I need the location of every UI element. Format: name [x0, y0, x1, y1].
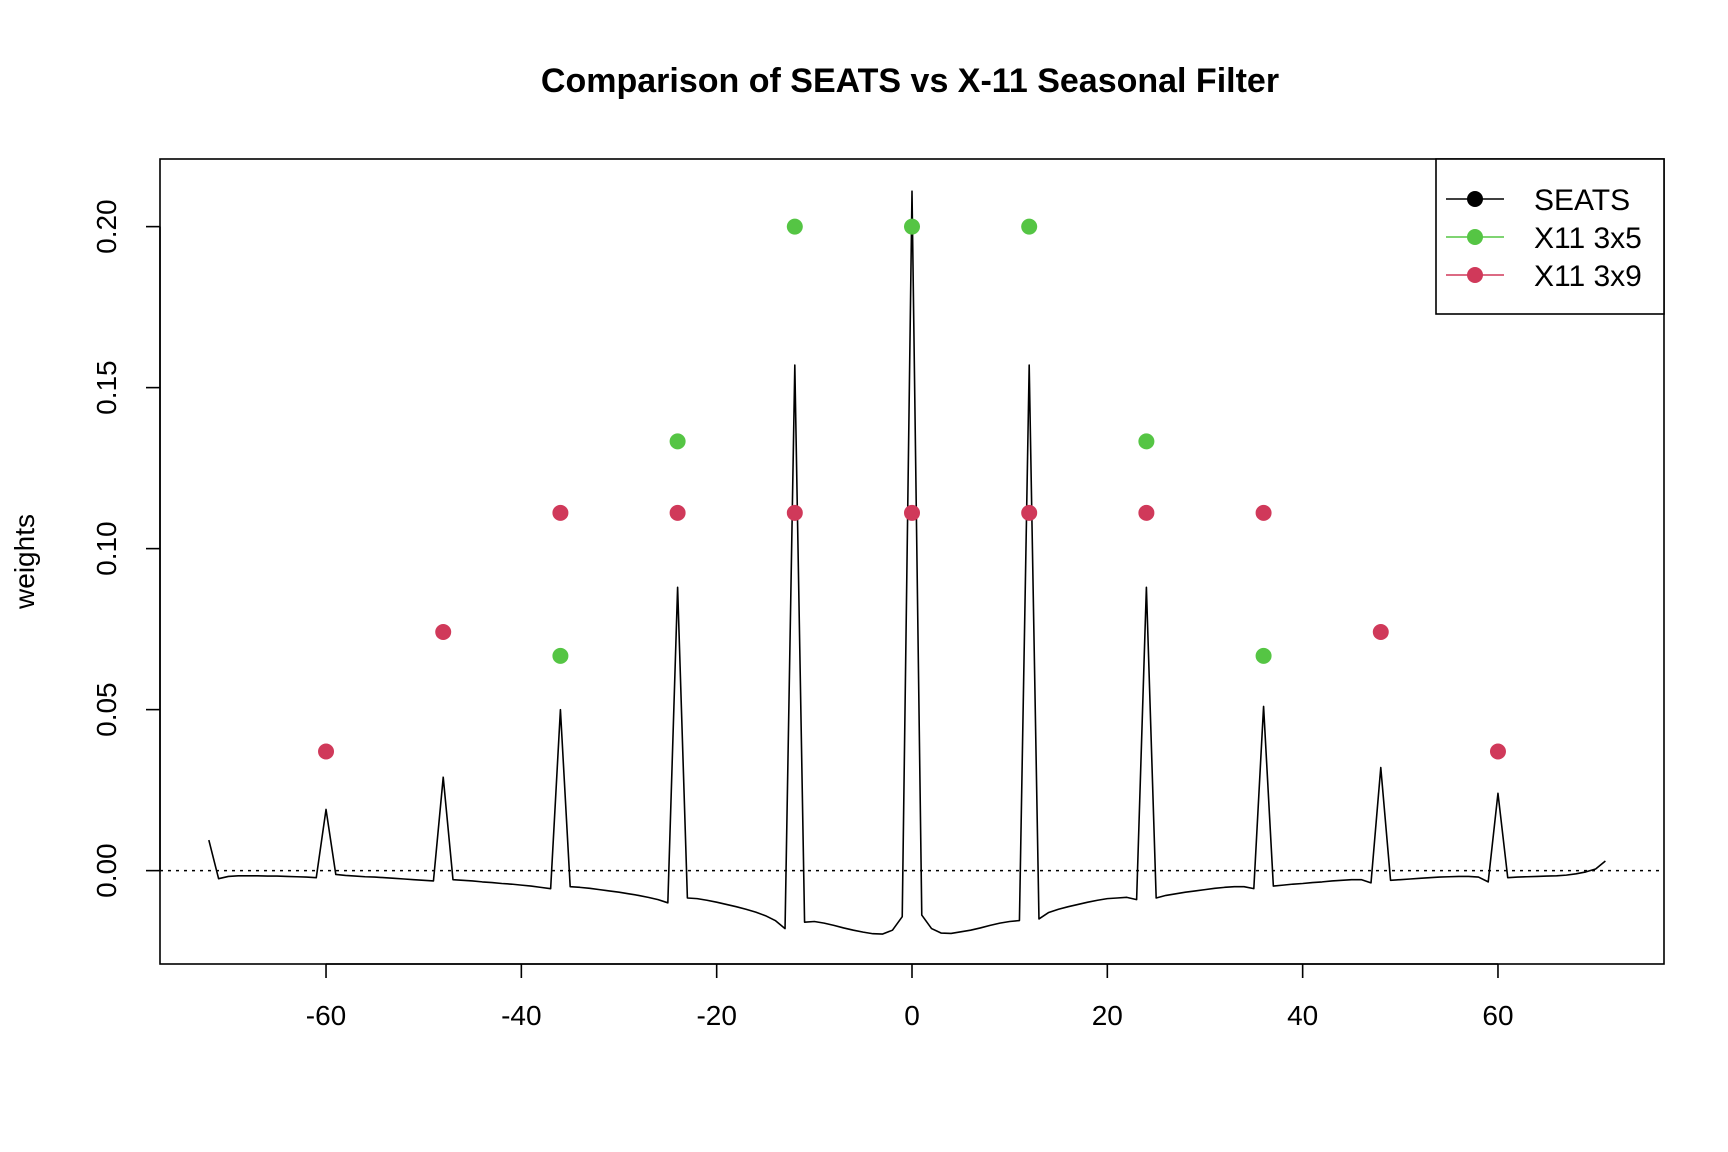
point-x11-3x9	[435, 624, 452, 641]
y-axis-label: weights	[9, 514, 40, 610]
y-tick-label: 0.10	[91, 521, 122, 576]
legend-label: SEATS	[1534, 184, 1630, 217]
y-tick-label: 0.20	[91, 199, 122, 254]
point-x11-3x9	[1372, 624, 1389, 641]
legend-label: X11 3x9	[1534, 260, 1642, 293]
x-tick-label: -20	[696, 1000, 736, 1031]
point-x11-3x5	[1255, 647, 1272, 664]
x-tick-label: 60	[1482, 1000, 1513, 1031]
point-x11-3x5	[1021, 218, 1038, 235]
legend-marker	[1467, 267, 1483, 283]
y-tick-label: 0.00	[91, 843, 122, 898]
x-tick-label: 0	[904, 1000, 920, 1031]
legend-marker	[1467, 229, 1483, 245]
series-line-seats	[208, 190, 1606, 935]
x-tick-label: 40	[1287, 1000, 1318, 1031]
point-x11-3x5	[786, 218, 803, 235]
point-x11-3x9	[318, 743, 335, 760]
point-x11-3x9	[904, 504, 920, 521]
y-tick-label: 0.15	[91, 360, 122, 415]
point-x11-3x5	[669, 433, 686, 450]
x-tick-label: -60	[306, 1000, 346, 1031]
chart-title: Comparison of SEATS vs X-11 Seasonal Fil…	[541, 62, 1279, 100]
legend: SEATS X11 3x5 X11 3x9	[1435, 158, 1665, 315]
point-x11-3x5	[904, 218, 920, 235]
legend-label: X11 3x5	[1534, 222, 1642, 255]
x-tick-label: -40	[501, 1000, 541, 1031]
point-x11-3x9	[1255, 504, 1272, 521]
point-x11-3x9	[786, 504, 803, 521]
legend-marker	[1467, 191, 1483, 207]
x-tick-label: 20	[1092, 1000, 1123, 1031]
point-x11-3x5	[552, 647, 569, 664]
x-axis: -60 -40 -20 0 20 40 60	[306, 963, 1514, 1031]
point-x11-3x9	[1138, 504, 1155, 521]
point-x11-3x9	[1021, 504, 1038, 521]
point-x11-3x5	[1138, 433, 1155, 450]
point-x11-3x9	[1489, 743, 1506, 760]
y-axis: 0.00 0.05 0.10 0.15 0.20	[91, 199, 161, 898]
point-x11-3x9	[552, 504, 569, 521]
point-x11-3x9	[669, 504, 686, 521]
y-tick-label: 0.05	[91, 682, 122, 737]
